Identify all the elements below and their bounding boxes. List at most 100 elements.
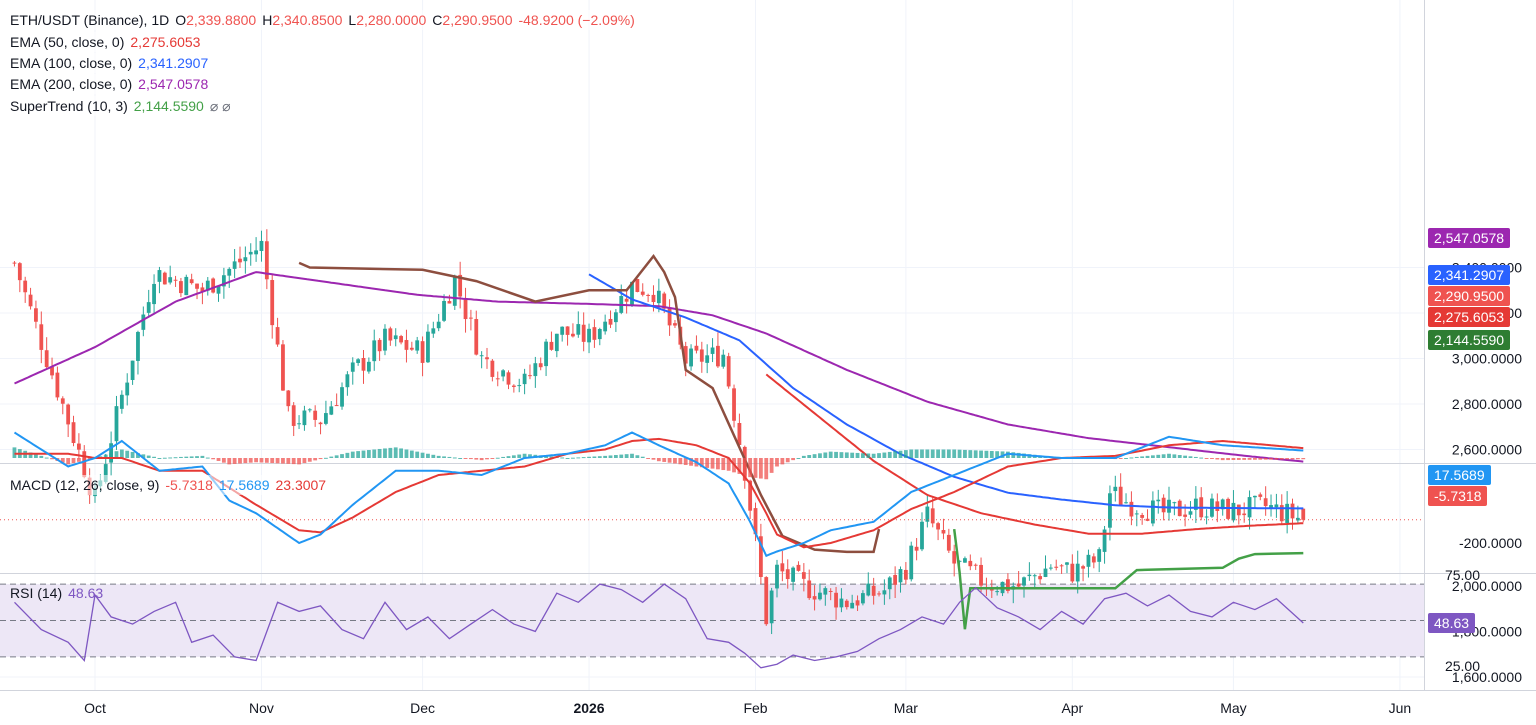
candle	[302, 410, 307, 426]
candle	[1038, 576, 1043, 580]
candle	[1193, 498, 1198, 510]
candle	[1043, 568, 1048, 577]
macd-histogram-bar	[705, 458, 710, 468]
low-value: 2,280.0000	[356, 12, 427, 28]
candle	[656, 290, 661, 304]
macd-histogram-bar	[619, 454, 624, 458]
macd-histogram-bar	[141, 454, 146, 458]
macd-histogram-bar	[221, 458, 226, 463]
candle	[791, 567, 795, 582]
candle	[1065, 562, 1069, 565]
macd-histogram-bar	[71, 458, 76, 464]
candle	[490, 360, 495, 377]
legend-macd-row[interactable]: MACD (12, 26, close, 9) -5.7318 17.5689 23.…	[10, 475, 333, 495]
candle	[141, 314, 146, 330]
rsi-value-badge: 48.63	[1428, 613, 1476, 633]
macd-histogram-bar	[850, 452, 855, 458]
candle	[748, 480, 753, 511]
candle	[334, 405, 339, 407]
macd-histogram-bar	[1220, 458, 1225, 461]
candle	[909, 545, 914, 580]
macd-histogram-bar	[678, 458, 683, 465]
macd-histogram-bar	[313, 458, 318, 461]
macd-histogram-bar	[914, 449, 919, 458]
legend-ema200-row[interactable]: EMA (200, close, 0) 2,547.0578	[10, 74, 215, 94]
candle	[184, 276, 189, 296]
candle	[216, 285, 221, 294]
legend-ema100-row[interactable]: EMA (100, close, 0) 2,341.2907	[10, 53, 215, 73]
macd-histogram-bar	[726, 458, 731, 471]
candle	[345, 374, 350, 388]
candle	[528, 375, 532, 377]
candle	[34, 308, 38, 322]
macd-histogram-bar	[957, 449, 962, 458]
macd-histogram-bar	[506, 456, 511, 458]
macd-histogram-bar	[565, 458, 570, 459]
macd-histogram-bar	[415, 451, 420, 458]
macd-histogram-bar	[1188, 456, 1193, 458]
candle	[152, 283, 156, 305]
candle	[119, 394, 124, 409]
macd-histogram-bar	[1204, 458, 1209, 459]
visibility-off-icon[interactable]: ⌀ ⌀	[209, 98, 231, 114]
macd-histogram-bar	[248, 458, 253, 463]
candle	[624, 298, 629, 302]
macd-histogram-bar	[1134, 456, 1139, 458]
candle	[404, 340, 409, 350]
candle	[254, 250, 258, 255]
macd-histogram-bar	[630, 453, 634, 458]
macd-histogram-bar	[501, 456, 506, 458]
candle	[50, 366, 54, 376]
candle	[646, 294, 651, 296]
price-axis-tick: 2,000.0000	[1452, 578, 1522, 594]
macd-histogram-bar	[667, 458, 672, 463]
candle	[855, 600, 860, 606]
candle	[458, 274, 463, 297]
candle	[898, 569, 903, 583]
time-axis-tick: Nov	[249, 700, 274, 716]
macd-histogram-bar	[264, 458, 269, 463]
change-value: -48.9200 (−2.09%)	[518, 12, 635, 28]
macd-histogram-bar	[458, 458, 463, 459]
candle	[1295, 517, 1300, 521]
macd-histogram-bar	[125, 450, 130, 458]
candle	[66, 404, 71, 425]
candle	[420, 341, 425, 363]
candle	[238, 258, 242, 263]
macd-histogram-bar	[517, 454, 522, 458]
macd-histogram-bar	[1183, 455, 1188, 458]
ema200-label: EMA (200, close, 0)	[10, 76, 133, 92]
candle	[887, 577, 892, 590]
macd-histogram-bar	[87, 458, 92, 460]
legend-rsi-row[interactable]: RSI (14) 48.63	[10, 583, 109, 603]
candle	[1150, 500, 1155, 524]
candle	[125, 382, 130, 396]
candle	[1108, 493, 1112, 528]
macd-histogram-bar	[522, 453, 527, 458]
macd-histogram-bar	[1279, 458, 1284, 460]
candle	[469, 317, 473, 319]
candle	[1236, 504, 1241, 516]
ema100-label: EMA (100, close, 0)	[10, 55, 133, 71]
candle	[60, 398, 65, 404]
candle	[130, 360, 135, 380]
macd-histogram-bar	[452, 457, 457, 459]
candle	[576, 324, 581, 335]
candle	[1279, 505, 1284, 522]
macd-histogram-bar	[12, 447, 17, 458]
macd-histogram-bar	[388, 447, 393, 458]
macd-histogram-bar	[920, 449, 924, 458]
macd-histogram-bar	[1129, 457, 1134, 459]
candle	[893, 575, 898, 585]
legend-supertrend-row[interactable]: SuperTrend (10, 3) 2,144.5590 ⌀ ⌀	[10, 96, 237, 116]
macd-histogram-bar	[1231, 458, 1236, 461]
candle	[1059, 565, 1064, 567]
candle	[769, 590, 774, 624]
macd-histogram-bar	[340, 454, 344, 458]
macd-histogram-bar	[710, 458, 715, 469]
candle	[1091, 556, 1096, 563]
macd-histogram-bar	[871, 453, 876, 458]
candle	[571, 333, 575, 337]
legend-ema50-row[interactable]: EMA (50, close, 0) 2,275.6053	[10, 32, 207, 52]
